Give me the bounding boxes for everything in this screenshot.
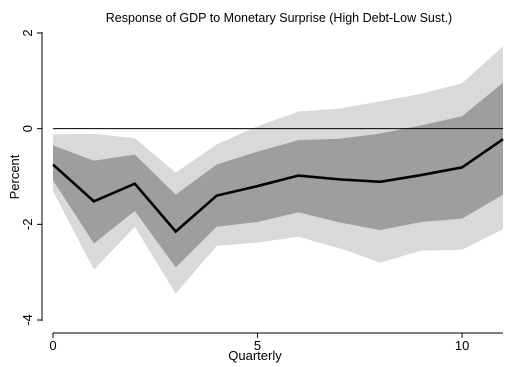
chart-title: Response of GDP to Monetary Surprise (Hi…	[106, 11, 452, 25]
x-tick-label: 5	[254, 338, 261, 353]
x-tick-label: 0	[49, 338, 56, 353]
point-estimate-line	[52, 138, 504, 234]
axes: -4 -2 0 2 0 5 10	[20, 29, 503, 353]
y-axis-title: Percent	[7, 154, 22, 199]
x-axis-title: Quarterly	[228, 348, 282, 363]
y-tick-label: -4	[20, 314, 35, 326]
plot-area	[52, 46, 504, 294]
y-tick-label: 0	[20, 125, 35, 132]
y-tick-label: 2	[20, 29, 35, 36]
y-tick-label: -2	[20, 219, 35, 231]
x-tick-label: 10	[455, 338, 469, 353]
